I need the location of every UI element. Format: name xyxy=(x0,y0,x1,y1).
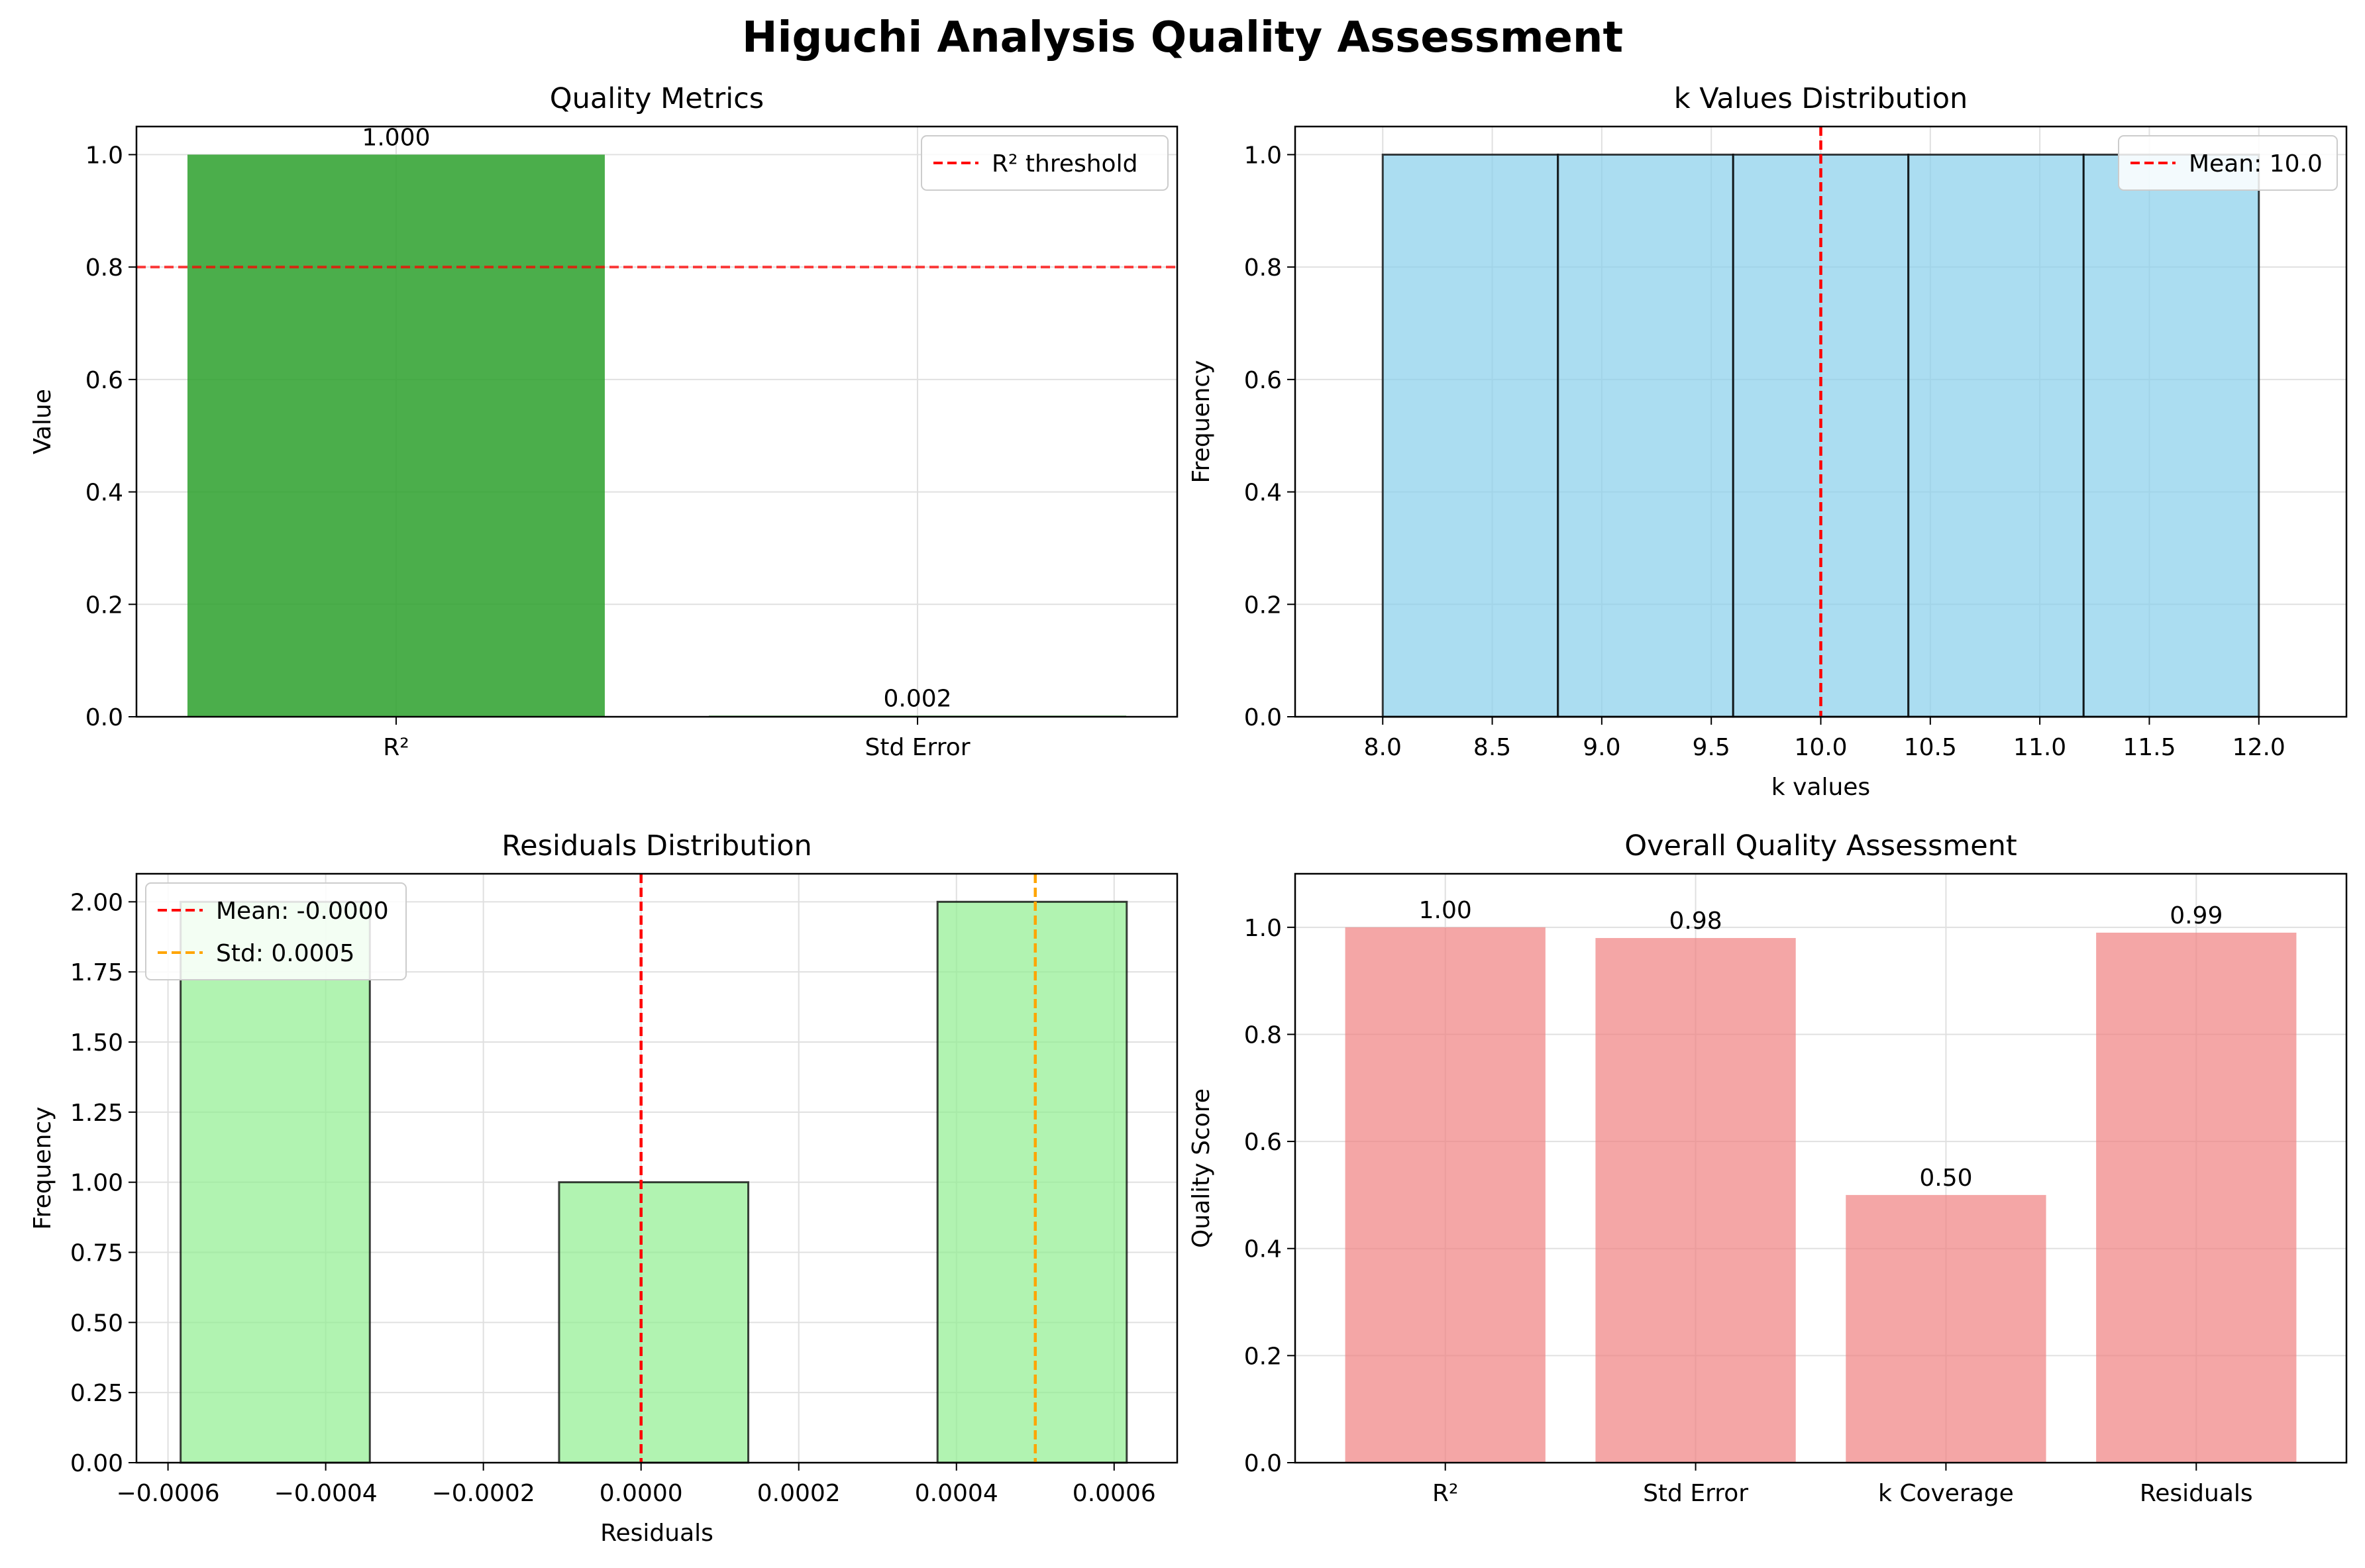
bar xyxy=(1595,937,1796,1463)
y-tick-label: 1.0 xyxy=(1244,915,1282,942)
bar xyxy=(1345,927,1546,1463)
x-tick-label: 0.0000 xyxy=(600,1480,683,1507)
axes-frame xyxy=(135,872,1179,1464)
axes-frame xyxy=(135,125,1179,718)
y-tick-label: 0.0 xyxy=(85,704,123,731)
quality-metrics-panel: 0.0 0.2 0.4 0.6 0.8 1.0 1.000 0.002 R² Std Error Q… xyxy=(29,82,1179,761)
y-tick-label: 0.2 xyxy=(1244,1343,1282,1370)
bar-value-label: 0.002 xyxy=(884,685,952,712)
y-axis-label: Frequency xyxy=(1188,360,1215,484)
y-tick-label: 0.2 xyxy=(1244,592,1282,619)
x-tick-label: 8.5 xyxy=(1473,734,1511,761)
histogram-bar xyxy=(1907,153,2085,718)
bar-value-label: 1.00 xyxy=(1419,897,1472,924)
x-tick-label: 11.0 xyxy=(2013,734,2066,761)
y-tick-label: 0.2 xyxy=(85,592,123,619)
k-values-panel: 0.0 0.2 0.4 0.6 0.8 1.0 8.0 8.5 9.0 9.5 10.0 10.5 11… xyxy=(1188,82,2348,801)
bar-value-label: 0.98 xyxy=(1669,908,1722,935)
axes-frame xyxy=(1294,872,2348,1464)
axes-frame xyxy=(1294,125,2348,718)
x-tick-label: −0.0002 xyxy=(432,1480,535,1507)
legend-label: Mean: -0.0000 xyxy=(216,898,389,925)
bar-value-label: 1.000 xyxy=(362,124,430,151)
legend-label: R² threshold xyxy=(992,150,1137,178)
x-axis-label: Residuals xyxy=(600,1520,713,1547)
legend: Mean: 10.0 xyxy=(2118,135,2338,191)
x-tick-label: 9.5 xyxy=(1693,734,1730,761)
bar-value-label: 0.50 xyxy=(1919,1165,1972,1192)
x-tick-label: Std Error xyxy=(1643,1480,1748,1507)
x-tick-label: 0.0006 xyxy=(1073,1480,1156,1507)
x-tick-label: 10.0 xyxy=(1794,734,1847,761)
y-tick-label: 0.00 xyxy=(70,1450,123,1477)
y-tick-label: 0.50 xyxy=(70,1310,123,1337)
y-tick-label: 0.6 xyxy=(85,367,123,394)
legend: Mean: -0.0000 Std: 0.0005 xyxy=(145,882,407,980)
chart-title: Overall Quality Assessment xyxy=(1624,829,2017,862)
y-tick-label: 1.75 xyxy=(70,959,123,986)
y-tick-label: 0.75 xyxy=(70,1240,123,1267)
overall-quality-panel: 0.0 0.2 0.4 0.6 0.8 1.0 1.00 0.98 0.50 0.99 R² Std … xyxy=(1188,829,2348,1507)
chart-title: Residuals Distribution xyxy=(501,829,812,862)
chart-title: Quality Metrics xyxy=(550,82,764,115)
x-tick-label: R² xyxy=(1432,1480,1458,1507)
histogram-bar xyxy=(2082,153,2260,718)
histogram-bar xyxy=(558,1181,750,1464)
x-tick-label: R² xyxy=(383,734,409,761)
y-tick-label: 0.8 xyxy=(1244,1021,1282,1049)
y-tick-label: 1.0 xyxy=(1244,142,1282,169)
y-tick-label: 0.4 xyxy=(1244,480,1282,507)
y-tick-label: 0.8 xyxy=(1244,254,1282,282)
y-tick-label: 0.6 xyxy=(1244,367,1282,394)
x-axis-label: k values xyxy=(1771,774,1870,801)
x-tick-label: −0.0004 xyxy=(274,1480,378,1507)
legend-box xyxy=(145,882,407,980)
y-axis-label: Quality Score xyxy=(1188,1088,1215,1248)
residuals-panel: 0.00 0.25 0.50 0.75 1.00 1.25 1.50 1.75 2.00 −0.0… xyxy=(29,829,1179,1547)
legend: R² threshold xyxy=(921,135,1169,191)
histogram-bar xyxy=(1557,153,1734,718)
y-tick-label: 0.25 xyxy=(70,1380,123,1407)
y-tick-label: 2.00 xyxy=(70,889,123,916)
legend-label: Mean: 10.0 xyxy=(2189,150,2323,178)
y-tick-label: 0.0 xyxy=(1244,704,1282,731)
histogram-bar xyxy=(1381,153,1559,718)
bar xyxy=(187,154,605,717)
y-tick-label: 1.0 xyxy=(85,142,123,169)
y-axis-label: Frequency xyxy=(29,1107,56,1230)
y-tick-label: 1.25 xyxy=(70,1100,123,1127)
y-axis-label: Value xyxy=(29,389,56,454)
y-tick-label: 1.50 xyxy=(70,1029,123,1057)
y-tick-label: 1.00 xyxy=(70,1170,123,1197)
x-tick-label: 0.0002 xyxy=(757,1480,841,1507)
x-tick-label: 0.0004 xyxy=(915,1480,998,1507)
x-tick-label: 10.5 xyxy=(1904,734,1957,761)
histogram-bar xyxy=(180,900,371,1464)
x-tick-label: −0.0006 xyxy=(117,1480,220,1507)
x-tick-label: Std Error xyxy=(865,734,971,761)
x-tick-label: 8.0 xyxy=(1364,734,1402,761)
legend-box xyxy=(2118,135,2338,191)
y-tick-label: 0.6 xyxy=(1244,1129,1282,1156)
bar-value-label: 0.99 xyxy=(2170,902,2223,929)
y-tick-label: 0.4 xyxy=(1244,1236,1282,1263)
x-tick-label: 9.0 xyxy=(1583,734,1620,761)
chart-title: k Values Distribution xyxy=(1674,82,1968,115)
x-tick-label: k Coverage xyxy=(1878,1480,2014,1507)
figure-title: Higuchi Analysis Quality Assessment xyxy=(742,13,1623,62)
y-tick-label: 0.8 xyxy=(85,254,123,282)
histogram-bar xyxy=(936,900,1128,1464)
bar xyxy=(1846,1194,2046,1463)
y-tick-label: 0.4 xyxy=(85,480,123,507)
x-tick-label: 12.0 xyxy=(2233,734,2286,761)
x-tick-label: Residuals xyxy=(2140,1480,2253,1507)
y-tick-label: 0.0 xyxy=(1244,1450,1282,1477)
legend-box xyxy=(921,135,1169,191)
bar xyxy=(2096,932,2297,1463)
x-tick-label: 11.5 xyxy=(2123,734,2176,761)
legend-label: Std: 0.0005 xyxy=(216,940,354,967)
